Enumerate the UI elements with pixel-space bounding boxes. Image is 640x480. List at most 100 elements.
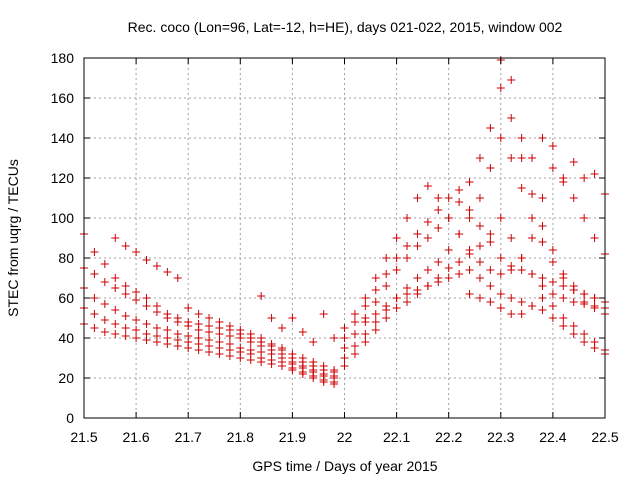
data-point (371, 326, 380, 334)
data-point (538, 134, 547, 142)
data-point (371, 318, 380, 326)
x-tick-label: 22.4 (539, 429, 566, 445)
data-point (111, 284, 120, 292)
data-point (569, 158, 578, 166)
data-point (434, 224, 443, 232)
data-point (434, 278, 443, 286)
data-point (288, 350, 297, 358)
data-point (465, 214, 474, 222)
y-tick-label: 100 (51, 210, 75, 226)
data-point (569, 286, 578, 294)
data-point (246, 338, 255, 346)
axis-ticks: 21.5 21.6 21.7 21.8 21.9 22 22.1 22.2 22.3 22.4 22… (51, 50, 619, 445)
data-point (548, 164, 557, 172)
data-point (350, 310, 359, 318)
data-point (163, 326, 172, 334)
data-point (132, 334, 141, 342)
data-point (434, 194, 443, 202)
data-point (517, 266, 526, 274)
data-point (319, 362, 328, 370)
data-point (90, 270, 99, 278)
data-point (569, 194, 578, 202)
data-point (413, 230, 422, 238)
x-tick-label: 21.8 (227, 429, 254, 445)
data-point (309, 338, 318, 346)
data-points (80, 56, 609, 388)
data-point (371, 286, 380, 294)
data-point (142, 256, 151, 264)
data-point (465, 206, 474, 214)
data-point (455, 270, 464, 278)
data-point (475, 194, 484, 202)
data-point (580, 214, 589, 222)
data-point (236, 354, 245, 362)
data-point (152, 324, 161, 332)
data-point (528, 190, 537, 198)
data-point (486, 230, 495, 238)
data-point (475, 154, 484, 162)
data-point (423, 182, 432, 190)
data-point (371, 298, 380, 306)
data-point (194, 310, 203, 318)
data-point (528, 234, 537, 242)
data-point (267, 340, 276, 348)
data-point (548, 314, 557, 322)
data-point (507, 310, 516, 318)
data-point (465, 290, 474, 298)
data-point (205, 328, 214, 336)
data-point (121, 282, 130, 290)
data-point (215, 350, 224, 358)
data-point (163, 314, 172, 322)
chart-title: Rec. coco (Lon=96, Lat=-12, h=HE), days … (128, 19, 563, 35)
data-point (580, 330, 589, 338)
data-point (403, 214, 412, 222)
x-axis-label: GPS time / Days of year 2015 (252, 458, 437, 474)
data-point (246, 356, 255, 364)
data-point (111, 320, 120, 328)
data-point (507, 234, 516, 242)
data-point (111, 234, 120, 242)
data-point (475, 242, 484, 250)
data-point (382, 282, 391, 290)
data-point (548, 246, 557, 254)
data-point (403, 254, 412, 262)
data-point (580, 290, 589, 298)
data-point (163, 268, 172, 276)
y-tick-label: 80 (58, 250, 74, 266)
data-point (298, 328, 307, 336)
data-point (455, 258, 464, 266)
data-point (121, 290, 130, 298)
data-point (340, 344, 349, 352)
data-point (413, 242, 422, 250)
data-point (142, 294, 151, 302)
data-point (444, 246, 453, 254)
data-point (361, 302, 370, 310)
data-point (152, 262, 161, 270)
data-point (257, 334, 266, 342)
data-point (403, 290, 412, 298)
data-point (90, 324, 99, 332)
data-point (580, 174, 589, 182)
data-point (288, 314, 297, 322)
data-point (528, 270, 537, 278)
data-point (392, 234, 401, 242)
data-point (257, 292, 266, 300)
data-point (173, 318, 182, 326)
data-point (132, 248, 141, 256)
data-point (496, 84, 505, 92)
data-point (403, 242, 412, 250)
data-point (309, 374, 318, 382)
data-point (496, 304, 505, 312)
x-tick-label: 21.9 (279, 429, 306, 445)
x-tick-label: 21.7 (175, 429, 202, 445)
x-tick-label: 22 (337, 429, 353, 445)
data-point (486, 298, 495, 306)
y-tick-label: 0 (66, 410, 74, 426)
data-point (194, 326, 203, 334)
data-point (361, 318, 370, 326)
data-point (319, 310, 328, 318)
data-point (100, 316, 109, 324)
data-point (132, 316, 141, 324)
data-point (580, 338, 589, 346)
data-point (559, 294, 568, 302)
